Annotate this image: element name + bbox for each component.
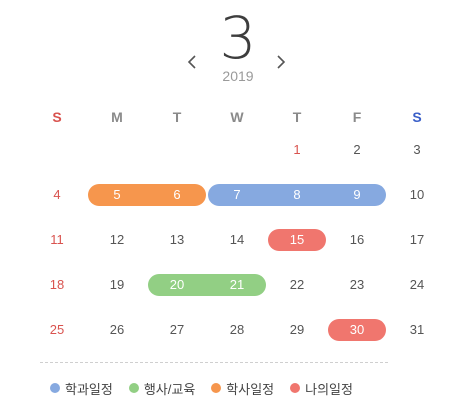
prev-month-button[interactable] <box>181 50 203 74</box>
calendar-day[interactable]: 11 <box>50 232 64 247</box>
divider <box>40 362 388 363</box>
legend-dot-icon <box>211 383 222 393</box>
calendar-day[interactable]: 20 <box>169 277 185 292</box>
calendar-day[interactable]: 12 <box>109 232 125 247</box>
event-bar[interactable] <box>268 229 326 251</box>
calendar-day[interactable]: 23 <box>349 277 365 292</box>
calendar-day[interactable]: 7 <box>233 187 241 202</box>
legend-label: 나의일정 <box>305 381 353 397</box>
event-bar[interactable] <box>88 184 206 206</box>
legend-dot-icon <box>50 383 60 393</box>
calendar-day[interactable]: 10 <box>409 187 425 202</box>
calendar-day[interactable]: 25 <box>49 322 65 337</box>
calendar-day[interactable]: 19 <box>109 277 125 292</box>
weekday-label: T <box>292 109 302 125</box>
calendar-day[interactable]: 13 <box>169 232 185 247</box>
legend-label: 학과일정 <box>65 381 113 397</box>
calendar-day[interactable]: 1 <box>293 142 301 157</box>
weekday-label: W <box>230 109 244 125</box>
weekday-label: F <box>352 109 362 125</box>
calendar-day[interactable]: 3 <box>413 142 421 157</box>
chevron-right-icon <box>277 55 286 69</box>
calendar-day[interactable]: 22 <box>289 277 305 292</box>
calendar-day[interactable]: 24 <box>409 277 425 292</box>
calendar-day[interactable]: 16 <box>349 232 365 247</box>
event-bar[interactable] <box>148 274 266 296</box>
calendar-day[interactable]: 15 <box>289 232 305 247</box>
legend-label: 학사일정 <box>226 381 275 397</box>
calendar-day[interactable]: 4 <box>53 187 61 202</box>
weekday-label: T <box>172 109 182 125</box>
calendar-day[interactable]: 5 <box>113 187 121 202</box>
calendar-day[interactable]: 6 <box>173 187 181 202</box>
legend-item: 행사/교육 <box>128 379 196 398</box>
year-label: 2019 <box>222 68 254 84</box>
legend-label: 행사/교육 <box>143 381 196 397</box>
calendar-day[interactable]: 21 <box>229 277 245 292</box>
legend: 학과일정 행사/교육 학사일정 나의일정 <box>50 378 369 398</box>
weekday-label: S <box>412 109 422 125</box>
calendar-day[interactable]: 17 <box>409 232 425 247</box>
event-bar[interactable] <box>328 319 386 341</box>
calendar-day[interactable]: 28 <box>229 322 245 337</box>
calendar-day[interactable]: 9 <box>353 187 361 202</box>
calendar-day[interactable]: 14 <box>229 232 245 247</box>
weekday-label: S <box>52 109 62 125</box>
next-month-button[interactable] <box>270 50 292 74</box>
calendar-day[interactable]: 29 <box>289 322 305 337</box>
legend-item: 나의일정 <box>290 379 353 398</box>
calendar-day[interactable]: 18 <box>49 277 65 292</box>
legend-dot-icon <box>128 383 139 393</box>
calendar-day[interactable]: 26 <box>109 322 125 337</box>
event-bar[interactable] <box>208 184 386 206</box>
legend-item: 학사일정 <box>211 379 274 398</box>
calendar-day[interactable]: 2 <box>353 142 361 157</box>
calendar-day[interactable]: 31 <box>409 322 425 337</box>
legend-item: 학과일정 <box>50 379 113 398</box>
calendar-day[interactable]: 30 <box>349 322 365 337</box>
calendar-day[interactable]: 27 <box>169 322 185 337</box>
month-number: 3 <box>219 4 257 72</box>
chevron-left-icon <box>187 55 196 69</box>
legend-dot-icon <box>290 383 301 393</box>
calendar-day[interactable]: 8 <box>293 187 301 202</box>
weekday-label: M <box>111 109 123 125</box>
